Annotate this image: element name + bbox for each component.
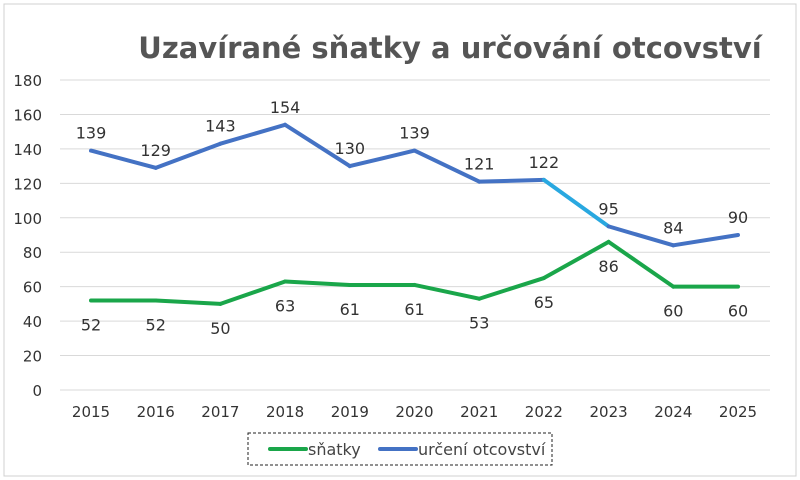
series-segment-otcovstvi: [347, 148, 417, 169]
x-tick-label: 2023: [590, 403, 628, 421]
x-tick-label: 2015: [72, 403, 110, 421]
data-label-snatky: 53: [469, 314, 489, 333]
y-tick-label: 160: [13, 106, 42, 124]
data-label-snatky: 65: [534, 293, 554, 312]
x-tick-label: 2024: [654, 403, 692, 421]
data-label-otcovstvi: 90: [728, 208, 748, 227]
series-segment-otcovstvi: [671, 233, 740, 248]
chart-title: Uzavírané sňatky a určování otcovství: [138, 31, 763, 65]
series-segment-snatky: [477, 276, 546, 301]
data-label-otcovstvi: 95: [598, 199, 618, 218]
y-tick-label: 180: [13, 72, 42, 90]
data-label-otcovstvi: 154: [270, 98, 301, 117]
data-label-otcovstvi: 139: [399, 124, 430, 143]
y-tick-label: 80: [23, 244, 42, 262]
data-label-snatky: 60: [728, 302, 748, 321]
y-tick-label: 140: [13, 141, 42, 159]
y-tick-label: 20: [23, 348, 42, 366]
series-segment-otcovstvi: [606, 224, 676, 248]
x-tick-label: 2017: [201, 403, 239, 421]
data-label-otcovstvi: 84: [663, 218, 683, 237]
data-label-snatky: 61: [340, 300, 360, 319]
x-tick-label: 2020: [395, 403, 433, 421]
y-tick-label: 0: [32, 382, 42, 400]
data-label-snatky: 61: [404, 300, 424, 319]
x-tick-label: 2025: [719, 403, 757, 421]
y-tick-label: 100: [13, 210, 42, 228]
series-segment-snatky: [218, 279, 288, 306]
y-tick-label: 60: [23, 279, 42, 297]
data-label-otcovstvi: 143: [205, 117, 236, 136]
series-segment-snatky: [153, 298, 223, 306]
data-label-snatky: 86: [598, 257, 618, 276]
data-label-snatky: 63: [275, 297, 295, 316]
data-label-snatky: 52: [81, 315, 101, 334]
data-label-otcovstvi: 139: [76, 124, 107, 143]
series-segment-otcovstvi: [153, 141, 223, 170]
series-segment-otcovstvi: [89, 148, 158, 170]
series-segment-snatky: [541, 239, 611, 281]
series-segment-otcovstvi: [541, 177, 611, 229]
x-tick-label: 2019: [331, 403, 369, 421]
y-tick-label: 120: [13, 175, 42, 193]
series-segment-otcovstvi: [218, 122, 288, 146]
legend-label-snatky: sňatky: [308, 440, 361, 459]
series-segment-otcovstvi: [283, 122, 352, 169]
x-tick-label: 2021: [460, 403, 498, 421]
chart-frame: [3, 3, 797, 477]
series-segment-snatky: [283, 279, 352, 287]
data-label-otcovstvi: 130: [335, 139, 366, 158]
series-segment-snatky: [606, 239, 676, 289]
data-label-snatky: 52: [146, 315, 166, 334]
data-label-otcovstvi: 122: [529, 153, 560, 172]
data-label-snatky: 60: [663, 302, 683, 321]
data-label-otcovstvi: 129: [140, 141, 171, 160]
series-segment-otcovstvi: [412, 148, 482, 184]
legend-label-otcovstvi: určení otcovství: [418, 440, 546, 459]
x-tick-label: 2016: [137, 403, 175, 421]
data-label-snatky: 50: [210, 319, 230, 338]
y-tick-label: 40: [23, 313, 42, 331]
x-tick-label: 2022: [525, 403, 563, 421]
x-tick-label: 2018: [266, 403, 304, 421]
series-segment-otcovstvi: [477, 177, 546, 184]
legend: sňatky určení otcovství: [247, 432, 553, 466]
series-segment-snatky: [412, 282, 482, 301]
data-label-otcovstvi: 121: [464, 155, 495, 174]
